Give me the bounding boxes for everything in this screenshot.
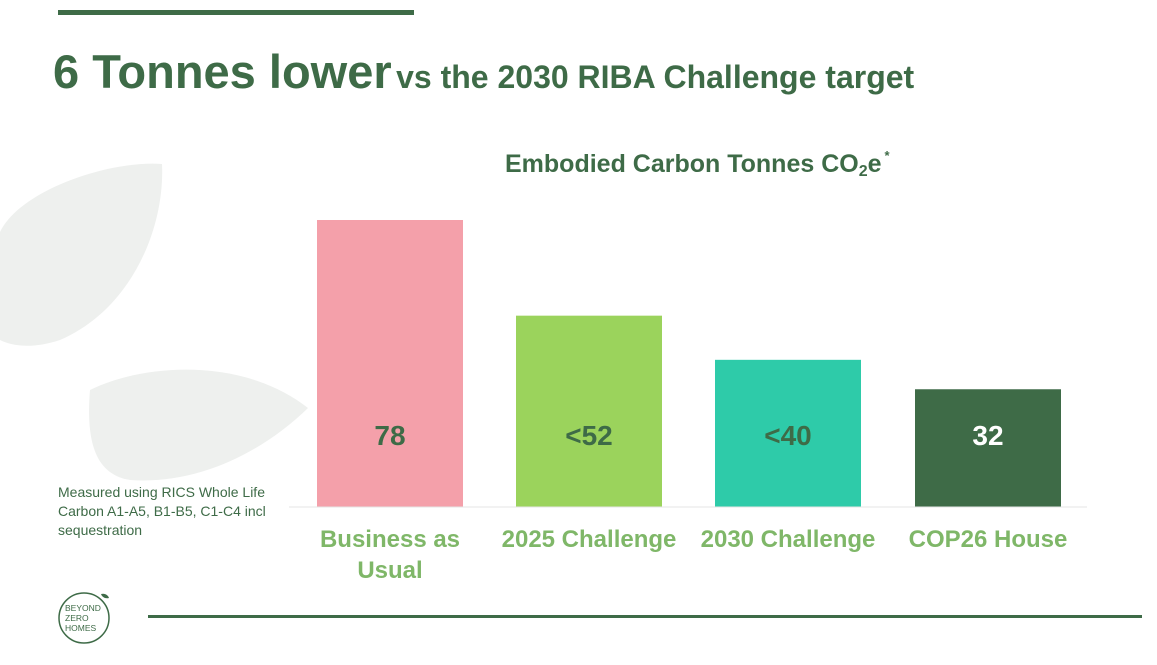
bar-value-label: <52 (565, 420, 613, 451)
category-label: Usual (357, 557, 422, 584)
category-label: 2030 Challenge (701, 526, 876, 553)
beyond-zero-homes-logo: BEYOND ZERO HOMES (58, 592, 110, 644)
category-label: 2025 Challenge (502, 526, 677, 553)
title-emphasis: 6 Tonnes lower (53, 45, 392, 98)
title-rest: vs the 2030 RIBA Challenge target (396, 59, 915, 95)
svg-text:BEYOND: BEYOND (65, 603, 101, 613)
svg-text:ZERO: ZERO (65, 613, 89, 623)
chart-title: Embodied Carbon Tonnes CO2e * (505, 148, 890, 181)
chart-title-asterisk: * (884, 148, 890, 163)
methodology-note: Measured using RICS Whole Life Carbon A1… (58, 484, 266, 538)
chart-title-main: Embodied Carbon Tonnes CO (505, 150, 859, 178)
category-label: COP26 House (909, 526, 1068, 553)
svg-text:HOMES: HOMES (65, 623, 97, 633)
bar-value-label: <40 (764, 420, 812, 451)
bar-2 (516, 315, 662, 507)
page-title: 6 Tonnes lower vs the 2030 RIBA Challeng… (53, 44, 914, 99)
chart-title-subscript: 2 (858, 163, 868, 180)
bottom-rule (148, 615, 1142, 618)
category-label: Business as (320, 526, 460, 553)
bar-3 (715, 359, 861, 507)
bar-value-label: 78 (374, 420, 405, 451)
bar-4 (915, 389, 1061, 507)
top-rule (58, 10, 414, 15)
bar-value-label: 32 (972, 420, 1003, 451)
bar-1 (317, 220, 463, 507)
leaf-decoration-icon (0, 163, 309, 481)
chart-title-end: e (867, 150, 882, 178)
